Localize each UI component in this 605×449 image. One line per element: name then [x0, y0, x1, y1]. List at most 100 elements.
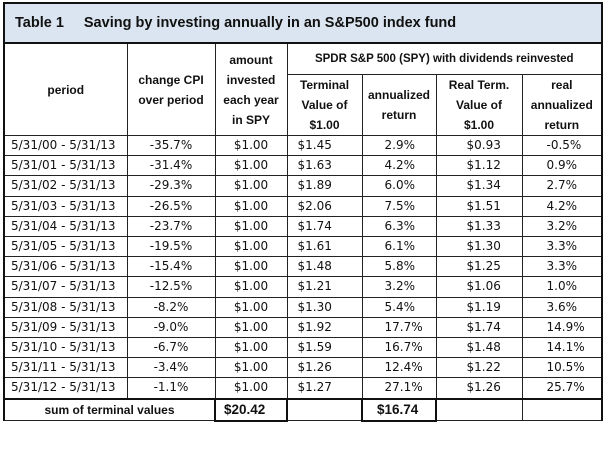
table-title-text: Saving by investing annually in an S&P50…: [83, 15, 457, 31]
cell-terminal: $1.74: [286, 215, 363, 238]
cell-terminal: $2.06: [286, 195, 363, 217]
table-row: 5/31/11 - 5/31/13 -3.4% $1.00 $1.26 12.4% $1.…: [3, 357, 604, 379]
header-cpi: change CPI over period: [126, 42, 216, 136]
cell-amount: $1.00: [214, 175, 288, 197]
cell-terminal: $1.89: [286, 175, 363, 197]
cell-cpi: -35.7%: [126, 134, 216, 157]
cell-real-terminal: $1.26: [435, 377, 523, 400]
cell-period: 5/31/04 - 5/31/13: [3, 215, 128, 238]
cell-annualized: 5.8%: [361, 256, 437, 278]
cell-real-annualized: 4.2%: [521, 195, 604, 217]
cell-cpi: -3.4%: [126, 357, 216, 379]
cell-real-annualized: 10.5%: [521, 357, 604, 379]
cell-amount: $1.00: [214, 256, 288, 278]
sum-empty-cell: [435, 397, 523, 422]
cell-terminal: $1.21: [286, 276, 363, 298]
cell-period: 5/31/08 - 5/31/13: [3, 296, 128, 318]
sum-row: sum of terminal values $20.42 $16.74: [3, 397, 604, 422]
cell-cpi: -6.7%: [126, 337, 216, 359]
cell-amount: $1.00: [214, 377, 288, 400]
cell-period: 5/31/12 - 5/31/13: [3, 377, 128, 400]
cell-period: 5/31/07 - 5/31/13: [3, 276, 128, 298]
cell-real-annualized: 14.9%: [521, 316, 604, 339]
cell-real-terminal: $1.30: [435, 236, 523, 258]
cell-real-terminal: $1.19: [435, 296, 523, 318]
cell-cpi: -19.5%: [126, 236, 216, 258]
table-row: 5/31/12 - 5/31/13 -1.1% $1.00 $1.27 27.1% $1.…: [3, 377, 604, 400]
header-annualized: annualized return: [361, 74, 437, 136]
cell-terminal: $1.45: [286, 134, 363, 157]
cell-real-annualized: 3.3%: [521, 256, 604, 278]
cell-annualized: 17.7%: [361, 316, 437, 339]
cell-period: 5/31/09 - 5/31/13: [3, 316, 128, 339]
header-real-terminal: Real Term. Value of $1.00: [435, 74, 523, 136]
cell-cpi: -29.3%: [126, 175, 216, 197]
cell-cpi: -15.4%: [126, 256, 216, 278]
cell-amount: $1.00: [214, 296, 288, 318]
cell-terminal: $1.92: [286, 316, 363, 339]
cell-real-terminal: $1.12: [435, 155, 523, 177]
saving-table: Table 1 Saving by investing annually in a…: [2, 2, 604, 422]
cell-real-terminal: $1.06: [435, 276, 523, 298]
cell-cpi: -1.1%: [126, 377, 216, 400]
cell-annualized: 2.9%: [361, 134, 437, 157]
cell-real-annualized: 1.0%: [521, 276, 604, 298]
header-terminal: Terminal Value of $1.00: [286, 74, 363, 136]
cell-real-annualized: 14.1%: [521, 337, 604, 359]
sum-empty-cell: [521, 397, 604, 422]
table-row: 5/31/08 - 5/31/13 -8.2% $1.00 $1.30 5.4% $1.1…: [3, 296, 604, 318]
cell-terminal: $1.59: [286, 337, 363, 359]
header-amount: amount invested each year in SPY: [214, 42, 288, 136]
cell-cpi: -31.4%: [126, 155, 216, 177]
cell-annualized: 16.7%: [361, 337, 437, 359]
cell-real-annualized: 25.7%: [521, 377, 604, 400]
cell-amount: $1.00: [214, 337, 288, 359]
header-period: period: [3, 42, 128, 136]
table-row: 5/31/09 - 5/31/13 -9.0% $1.00 $1.92 17.7% $1.…: [3, 316, 604, 339]
table-row: 5/31/03 - 5/31/13 -26.5% $1.00 $2.06 7.5% $1.…: [3, 195, 604, 217]
cell-real-terminal: $1.48: [435, 337, 523, 359]
cell-terminal: $1.27: [286, 377, 363, 400]
cell-period: 5/31/10 - 5/31/13: [3, 337, 128, 359]
cell-amount: $1.00: [214, 195, 288, 217]
sum-empty-cell: [286, 397, 363, 422]
cell-annualized: 5.4%: [361, 296, 437, 318]
table-row: 5/31/06 - 5/31/13 -15.4% $1.00 $1.48 5.8% $1.…: [3, 256, 604, 278]
header-real-annualized: real annualized return: [521, 74, 604, 136]
cell-cpi: -23.7%: [126, 215, 216, 238]
cell-terminal: $1.30: [286, 296, 363, 318]
cell-period: 5/31/06 - 5/31/13: [3, 256, 128, 278]
title-row: Table 1 Saving by investing annually in a…: [2, 2, 604, 44]
cell-annualized: 6.3%: [361, 215, 437, 238]
cell-real-terminal: $1.51: [435, 195, 523, 217]
table-number: Table 1: [15, 15, 64, 31]
table-title: Table 1 Saving by investing annually in a…: [2, 2, 604, 44]
cell-period: 5/31/05 - 5/31/13: [3, 236, 128, 258]
cell-terminal: $1.61: [286, 236, 363, 258]
cell-annualized: 7.5%: [361, 195, 437, 217]
cell-terminal: $1.63: [286, 155, 363, 177]
table-container: Table 1 Saving by investing annually in a…: [2, 2, 604, 422]
header-row-2: Terminal Value of $1.00 annualized retur…: [4, 74, 604, 136]
cell-real-annualized: 2.7%: [521, 175, 604, 197]
cell-period: 5/31/02 - 5/31/13: [3, 175, 128, 197]
cell-annualized: 3.2%: [361, 276, 437, 298]
cell-period: 5/31/03 - 5/31/13: [3, 195, 128, 217]
cell-cpi: -8.2%: [126, 296, 216, 318]
cell-cpi: -12.5%: [126, 276, 216, 298]
cell-real-terminal: $1.33: [435, 215, 523, 238]
cell-real-terminal: $1.25: [435, 256, 523, 278]
cell-real-annualized: 3.3%: [521, 236, 604, 258]
cell-terminal: $1.26: [286, 357, 363, 379]
table-row: 5/31/02 - 5/31/13 -29.3% $1.00 $1.89 6.0% $1.…: [3, 175, 604, 197]
sum-label: sum of terminal values: [3, 397, 216, 422]
cell-amount: $1.00: [214, 357, 288, 379]
cell-amount: $1.00: [214, 134, 288, 157]
table-row: 5/31/00 - 5/31/13 -35.7% $1.00 $1.45 2.9% $0.…: [3, 134, 604, 157]
cell-annualized: 6.1%: [361, 236, 437, 258]
cell-period: 5/31/00 - 5/31/13: [3, 134, 128, 157]
header-row-1: period change CPI over period amount inv…: [3, 42, 604, 136]
cell-real-annualized: -0.5%: [521, 134, 604, 157]
cell-real-terminal: $1.34: [435, 175, 523, 197]
sum-real-terminal: $16.74: [361, 397, 437, 422]
